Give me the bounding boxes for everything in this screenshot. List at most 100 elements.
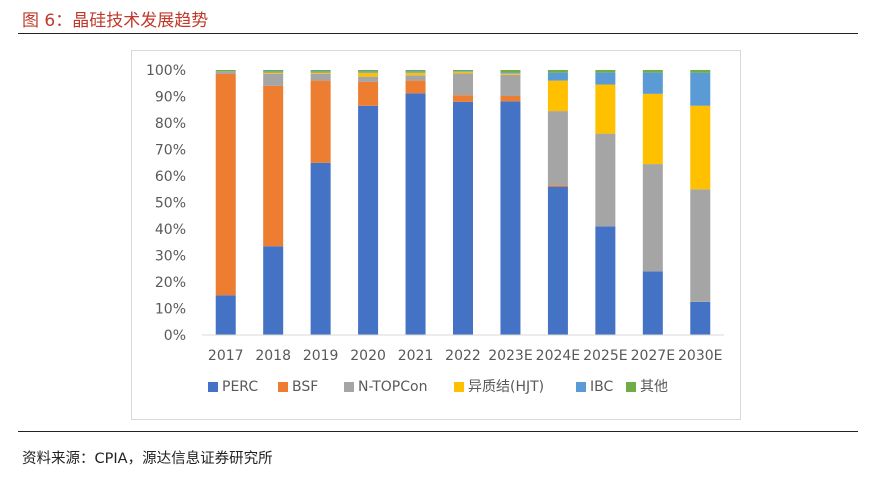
bar-segment [215,71,236,74]
x-axis: 2017 2018 2019 2020 2021 2022 2023E 2024E 2025E 2… [208,348,723,364]
y-tick-label: 80% [155,116,186,132]
bar-segment [405,75,426,81]
top-divider [18,33,858,34]
bar-segment [263,73,284,86]
bar-segment [358,71,379,73]
bar-segment [642,72,663,94]
bar-segment [690,189,711,302]
bar-segment [358,70,379,72]
bar-segment [500,101,521,335]
bar-segment [690,72,711,106]
bar-segment [215,73,236,296]
bar-segment [547,186,568,335]
y-tick-label: 40% [155,222,186,238]
bar-segment [642,70,663,73]
bar-segment [310,70,331,72]
bar-segment [405,72,426,76]
x-tick-label: 2025E [583,348,627,364]
bar-segment [500,72,521,74]
legend-label: 其他 [640,379,668,395]
bar-segment [595,226,616,335]
legend-swatch [454,382,464,392]
bar-segment [263,71,284,73]
bars-group [215,70,711,336]
x-tick-label: 2019 [303,348,339,364]
legend-label: BSF [292,379,318,395]
bar-segment [310,73,331,81]
bar-segment [310,72,331,74]
y-tick-label: 20% [155,275,186,291]
bar-segment [453,73,473,96]
legend-label: N-TOPCon [358,379,427,395]
legend: PERC BSF N-TOPCon 异质结(HJT) IBC 其他 [208,379,668,395]
bar-segment [642,164,663,272]
bottom-divider [18,431,858,432]
x-tick-label: 2022 [445,348,481,364]
bar-segment [215,295,236,335]
bar-segment [595,133,616,227]
bar-segment [263,85,284,247]
bar-segment [405,93,426,335]
bar-segment [263,70,284,72]
bar-segment [310,162,331,335]
bar-segment [263,72,284,74]
bar-segment [547,185,568,187]
stacked-bar-chart: 0% 10% 20% 30% 40% 50% 60% 70% 80% 90% 100% 2017 20… [146,63,724,395]
x-tick-label: 2021 [398,348,434,364]
bar-segment [453,101,473,335]
bar-segment [500,70,521,73]
bar-segment [453,71,473,74]
bar-segment [358,72,379,77]
x-tick-label: 2024E [536,348,580,364]
bar-segment [547,80,568,112]
bar-segment [690,301,711,335]
chart-frame: 0% 10% 20% 30% 40% 50% 60% 70% 80% 90% 100% 2017 20… [131,50,741,420]
bar-segment [500,74,521,96]
legend-swatch [208,382,218,392]
y-tick-label: 70% [155,143,186,159]
figure-title: 图 6：晶硅技术发展趋势 [22,11,209,31]
bar-segment [405,70,426,72]
x-tick-label: 2020 [350,348,386,364]
bar-segment [595,84,616,134]
bar-segment [595,70,616,73]
x-tick-label: 2018 [255,348,291,364]
y-tick-label: 10% [155,302,186,318]
bar-segment [500,95,521,102]
bar-segment [358,105,379,336]
source-note: 资料来源：CPIA，源达信息证券研究所 [22,451,273,467]
bar-segment [642,271,663,335]
x-tick-label: 2017 [208,348,244,364]
bar-segment [453,71,473,72]
y-tick-label: 60% [155,169,186,185]
legend-swatch [576,382,586,392]
bar-segment [595,72,616,85]
x-tick-label: 2027E [631,348,675,364]
bar-segment [405,80,426,94]
y-tick-label: 100% [146,63,186,79]
bar-segment [358,81,379,106]
bar-segment [215,70,236,72]
y-tick-label: 90% [155,90,186,106]
bar-segment [358,76,379,82]
x-tick-label: 2023E [488,348,532,364]
legend-label: 异质结(HJT) [468,379,544,395]
bar-segment [310,80,331,163]
y-tick-label: 0% [164,328,186,344]
bar-segment [405,71,426,73]
bar-segment [547,111,568,186]
bar-segment [547,72,568,81]
legend-swatch [626,382,636,392]
legend-swatch [344,382,354,392]
legend-swatch [278,382,288,392]
y-axis: 0% 10% 20% 30% 40% 50% 60% 70% 80% 90% 100% [146,63,186,344]
bar-segment [547,70,568,73]
y-tick-label: 30% [155,249,186,265]
bar-segment [642,93,663,165]
bar-segment [453,70,473,72]
legend-label: IBC [590,379,613,395]
legend-label: PERC [222,379,258,395]
y-tick-label: 50% [155,196,186,212]
bar-segment [690,70,711,73]
bar-segment [453,95,473,102]
